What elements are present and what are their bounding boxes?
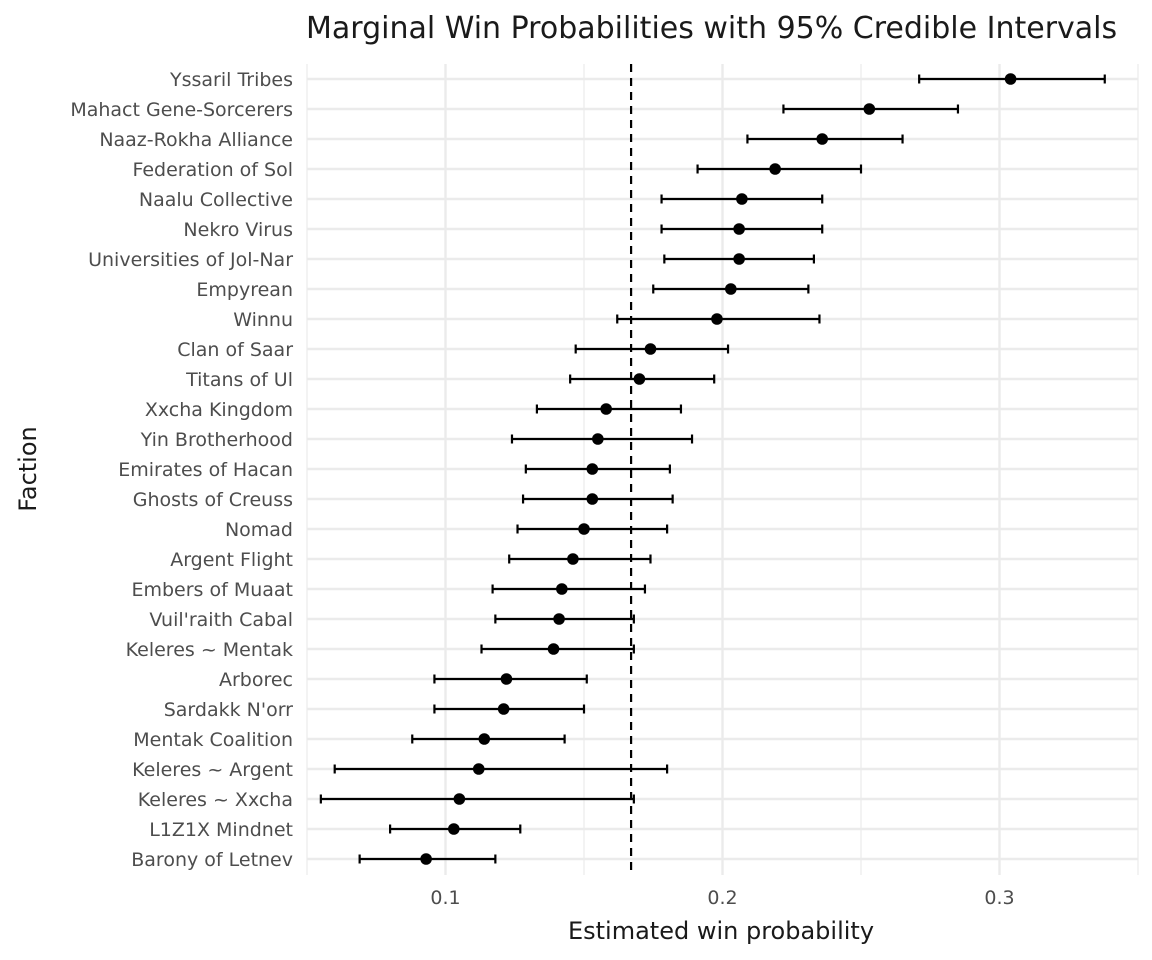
faction-label: Ghosts of Creuss (133, 489, 293, 511)
faction-row (433, 673, 588, 685)
x-axis-title: Estimated win probability (568, 917, 874, 945)
estimate-point (736, 193, 748, 205)
data-marks (319, 73, 1106, 865)
faction-label: Yssaril Tribes (169, 69, 293, 91)
faction-row (535, 403, 683, 415)
category-labels: Yssaril Tribes Mahact Gene-Sorcerers Naaz-… (70, 69, 293, 871)
faction-label: Sardakk N'orr (164, 699, 293, 721)
estimate-point (567, 553, 579, 565)
faction-row (358, 853, 497, 865)
estimate-point (420, 853, 432, 865)
x-tick-label: 0.1 (430, 887, 460, 909)
faction-row (319, 793, 635, 805)
faction-row (508, 553, 652, 565)
faction-row (782, 103, 960, 115)
faction-row (510, 433, 694, 445)
faction-label: Empyrean (196, 279, 293, 301)
estimate-point (586, 463, 599, 475)
faction-row (663, 253, 816, 265)
faction-row (521, 493, 674, 505)
estimate-point (711, 313, 723, 325)
estimate-point (547, 643, 560, 655)
faction-label: Winnu (233, 309, 293, 331)
faction-label: L1Z1X Mindnet (149, 819, 293, 841)
estimate-point (478, 733, 491, 745)
faction-row (660, 193, 824, 205)
y-axis-title: Faction (14, 426, 42, 511)
faction-label: Xxcha Kingdom (145, 399, 293, 421)
faction-label: Barony of Letnev (131, 849, 293, 871)
faction-row (696, 163, 863, 175)
faction-label: Keleres ~ Mentak (126, 639, 293, 661)
faction-row (918, 73, 1106, 85)
estimate-point (497, 703, 510, 715)
estimate-point (453, 793, 466, 805)
x-tick-label: 0.2 (707, 887, 737, 909)
estimate-point (733, 223, 745, 235)
estimate-point (600, 403, 612, 415)
faction-row (660, 223, 824, 235)
faction-label: Titans of Ul (185, 369, 293, 391)
faction-label: Nomad (225, 519, 293, 541)
estimate-point (633, 373, 646, 385)
estimate-point (644, 343, 657, 355)
estimate-point (769, 163, 781, 175)
faction-label: Keleres ~ Argent (132, 759, 293, 781)
estimate-point (578, 523, 590, 535)
estimate-point (448, 823, 460, 835)
estimate-point (863, 103, 876, 115)
chart-title: Marginal Win Probabilities with 95% Cred… (306, 11, 1117, 46)
faction-label: Yin Brotherhood (140, 429, 293, 451)
x-tick-label: 0.3 (984, 887, 1014, 909)
faction-label: Embers of Muaat (131, 579, 293, 601)
estimate-point (733, 253, 745, 265)
faction-row (652, 283, 810, 295)
faction-row (480, 643, 635, 655)
estimate-point (586, 493, 599, 505)
faction-row (746, 133, 904, 145)
estimate-point (556, 583, 568, 595)
faction-label: Federation of Sol (132, 159, 293, 181)
faction-label: Clan of Saar (177, 339, 293, 361)
faction-label: Mahact Gene-Sorcerers (70, 99, 293, 121)
faction-row (333, 763, 669, 775)
grid (306, 64, 1139, 875)
faction-row (524, 463, 671, 475)
x-tick-labels: 0.1 0.2 0.3 (430, 887, 1014, 909)
estimate-point (592, 433, 604, 445)
faction-row (569, 373, 716, 385)
faction-label: Emirates of Hacan (118, 459, 293, 481)
faction-row (389, 823, 522, 835)
faction-row (494, 613, 635, 625)
faction-row (516, 523, 669, 535)
faction-row (616, 313, 821, 325)
faction-row (411, 733, 566, 745)
estimate-point (472, 763, 485, 775)
faction-label: Universities of Jol-Nar (88, 249, 293, 271)
faction-row (574, 343, 730, 355)
estimate-point (816, 133, 829, 145)
faction-label: Naaz-Rokha Alliance (99, 129, 293, 151)
faction-label: Nekro Virus (183, 219, 293, 241)
faction-label: Argent Flight (170, 549, 293, 571)
faction-label: Vuil'raith Cabal (149, 609, 293, 631)
estimate-point (1004, 73, 1017, 85)
faction-row (491, 583, 647, 595)
faction-label: Arborec (219, 669, 293, 691)
faction-label: Keleres ~ Xxcha (138, 789, 293, 811)
estimate-point (725, 283, 737, 295)
faction-label: Naalu Collective (139, 189, 293, 211)
estimate-point (500, 673, 513, 685)
estimate-point (553, 613, 565, 625)
faction-row (433, 703, 586, 715)
faction-label: Mentak Coalition (133, 729, 293, 751)
